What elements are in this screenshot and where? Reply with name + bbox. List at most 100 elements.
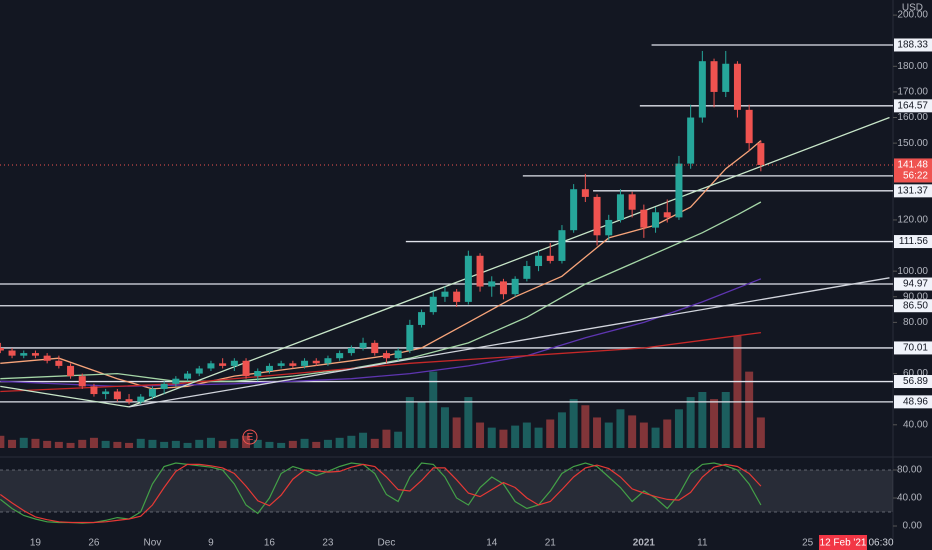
- candle-body: [593, 196, 601, 236]
- volume-bar: [8, 439, 17, 448]
- stoch-band: [0, 470, 893, 513]
- last-price-label: 141.48: [897, 160, 928, 171]
- volume-bar: [312, 441, 321, 448]
- countdown-label: 56:22: [903, 171, 928, 182]
- y-tick-label: 80.00: [903, 317, 928, 328]
- x-tick-label: Nov: [144, 538, 162, 549]
- candle-body: [687, 117, 695, 164]
- candle-body: [570, 189, 578, 231]
- volume-bar: [242, 435, 251, 448]
- candle-body: [20, 353, 28, 356]
- volume-bar: [698, 392, 707, 448]
- candle-body: [441, 291, 449, 297]
- candle-body: [265, 365, 273, 372]
- trend-line: [128, 277, 890, 408]
- volume-bar: [651, 427, 660, 448]
- volume-bar: [745, 371, 754, 448]
- volume-bar: [218, 440, 227, 448]
- x-tick-label: 26: [88, 538, 100, 549]
- volume-bar: [125, 442, 134, 448]
- candle-body: [476, 255, 484, 287]
- level-label: 70.01: [903, 343, 928, 354]
- level-box: [894, 341, 932, 355]
- volume-bar: [756, 417, 765, 448]
- volume-bar: [66, 442, 75, 448]
- x-tick-label: 23: [322, 538, 334, 549]
- volume-bar: [487, 427, 496, 448]
- volume-bar: [557, 412, 566, 448]
- stoch-tick-label: 40.00: [897, 493, 922, 504]
- volume-bar: [663, 419, 672, 448]
- x-tick-label: 25: [802, 538, 814, 549]
- volume-bar: [265, 441, 274, 448]
- candle-body: [663, 212, 671, 218]
- candle-body: [511, 278, 519, 295]
- candle-body: [722, 63, 730, 92]
- earnings-label: E: [247, 432, 254, 443]
- volume-bar: [569, 399, 578, 448]
- volume-bar: [417, 402, 426, 448]
- volume-bar: [452, 417, 461, 448]
- candle-body: [733, 63, 741, 110]
- volume-bar: [89, 437, 98, 448]
- level-label: 94.97: [903, 279, 928, 290]
- candle-body: [8, 350, 16, 356]
- level-label: 48.96: [903, 396, 928, 407]
- x-tick-label: 16: [264, 538, 276, 549]
- level-label: 111.56: [899, 236, 929, 247]
- volume-bar: [370, 438, 379, 448]
- earnings-marker: [242, 429, 258, 445]
- y-tick-label: 40.00: [903, 419, 928, 430]
- volume-bar: [639, 422, 648, 448]
- volume-bar: [288, 440, 297, 448]
- volume-bar: [195, 439, 204, 448]
- volume-bar: [476, 422, 485, 448]
- level-box: [894, 99, 932, 113]
- candle-body: [745, 109, 753, 144]
- candle-body: [558, 230, 566, 261]
- level-label: 86.50: [903, 300, 928, 311]
- volume-bar: [160, 441, 169, 448]
- volume-bar: [31, 438, 40, 448]
- y-tick-label: 60.00: [903, 368, 928, 379]
- level-label: 164.57: [897, 100, 928, 111]
- volume-bar: [43, 440, 52, 448]
- volume-bar: [101, 440, 110, 448]
- volume-bar: [206, 437, 215, 448]
- volume-bar: [382, 429, 391, 448]
- volume-bar: [277, 442, 286, 448]
- candle-body: [523, 266, 531, 279]
- candle-body: [371, 342, 379, 354]
- candle-body: [125, 399, 133, 402]
- candle-body: [453, 291, 461, 302]
- candle-body: [43, 355, 51, 361]
- stoch-tick-label: 80.00: [897, 465, 922, 476]
- volume-bar: [511, 425, 520, 448]
- stoch-tick-label: 0.00: [903, 521, 923, 532]
- candle-body: [160, 383, 168, 389]
- candle-body: [347, 347, 355, 354]
- date-label: 12 Feb '21: [820, 538, 867, 549]
- candle-body: [113, 391, 121, 400]
- stoch-line: [0, 463, 762, 524]
- candle-body: [581, 189, 589, 197]
- candle-body: [312, 360, 320, 364]
- volume-bar: [534, 427, 543, 448]
- candle-body: [336, 353, 344, 359]
- candle-body: [698, 61, 706, 118]
- volume-bar: [0, 435, 5, 448]
- candle-body: [628, 194, 636, 210]
- volume-bar: [464, 397, 473, 448]
- volume-bar: [323, 439, 332, 448]
- currency-label: USD: [902, 3, 923, 14]
- level-box: [894, 299, 932, 313]
- candle-body: [418, 312, 426, 325]
- candle-body: [499, 281, 507, 295]
- volume-bar: [429, 371, 438, 448]
- candle-body: [90, 386, 98, 395]
- candle-body: [406, 324, 414, 351]
- level-box: [894, 395, 932, 409]
- level-box: [894, 184, 932, 198]
- candle-body: [242, 360, 250, 377]
- volume-bar: [593, 417, 602, 448]
